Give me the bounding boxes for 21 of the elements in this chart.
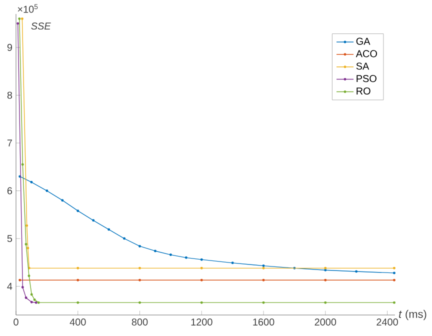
legend-label: GA — [356, 38, 370, 45]
y-tick-label: 6 — [7, 187, 12, 194]
y-tick-label: 8 — [7, 92, 12, 99]
y-tick-label: 9 — [7, 44, 12, 51]
legend-label: ACO — [356, 50, 377, 58]
y-tick-label: 7 — [7, 140, 12, 146]
x-tick-label: 2400 — [376, 318, 398, 326]
x-tick-label: 800 — [132, 318, 148, 326]
x-axis-title: t (ms) — [399, 310, 426, 320]
legend-label: RO — [356, 87, 370, 95]
y-tick-label: 4 — [7, 282, 12, 290]
x-tick-label: 1600 — [253, 318, 274, 326]
x-tick-label: 1200 — [191, 318, 212, 326]
x-tick-label: 400 — [70, 318, 86, 326]
y-axis-title: SSE — [31, 22, 51, 30]
x-tick-label: 2000 — [314, 318, 336, 326]
legend-label: SA — [356, 62, 370, 70]
text: ×10$^{5}$ — [18, 4, 38, 13]
x-tick-label: 0 — [14, 318, 18, 326]
y-tick-label: 5 — [7, 235, 12, 242]
legend-label: PSO — [356, 75, 376, 82]
